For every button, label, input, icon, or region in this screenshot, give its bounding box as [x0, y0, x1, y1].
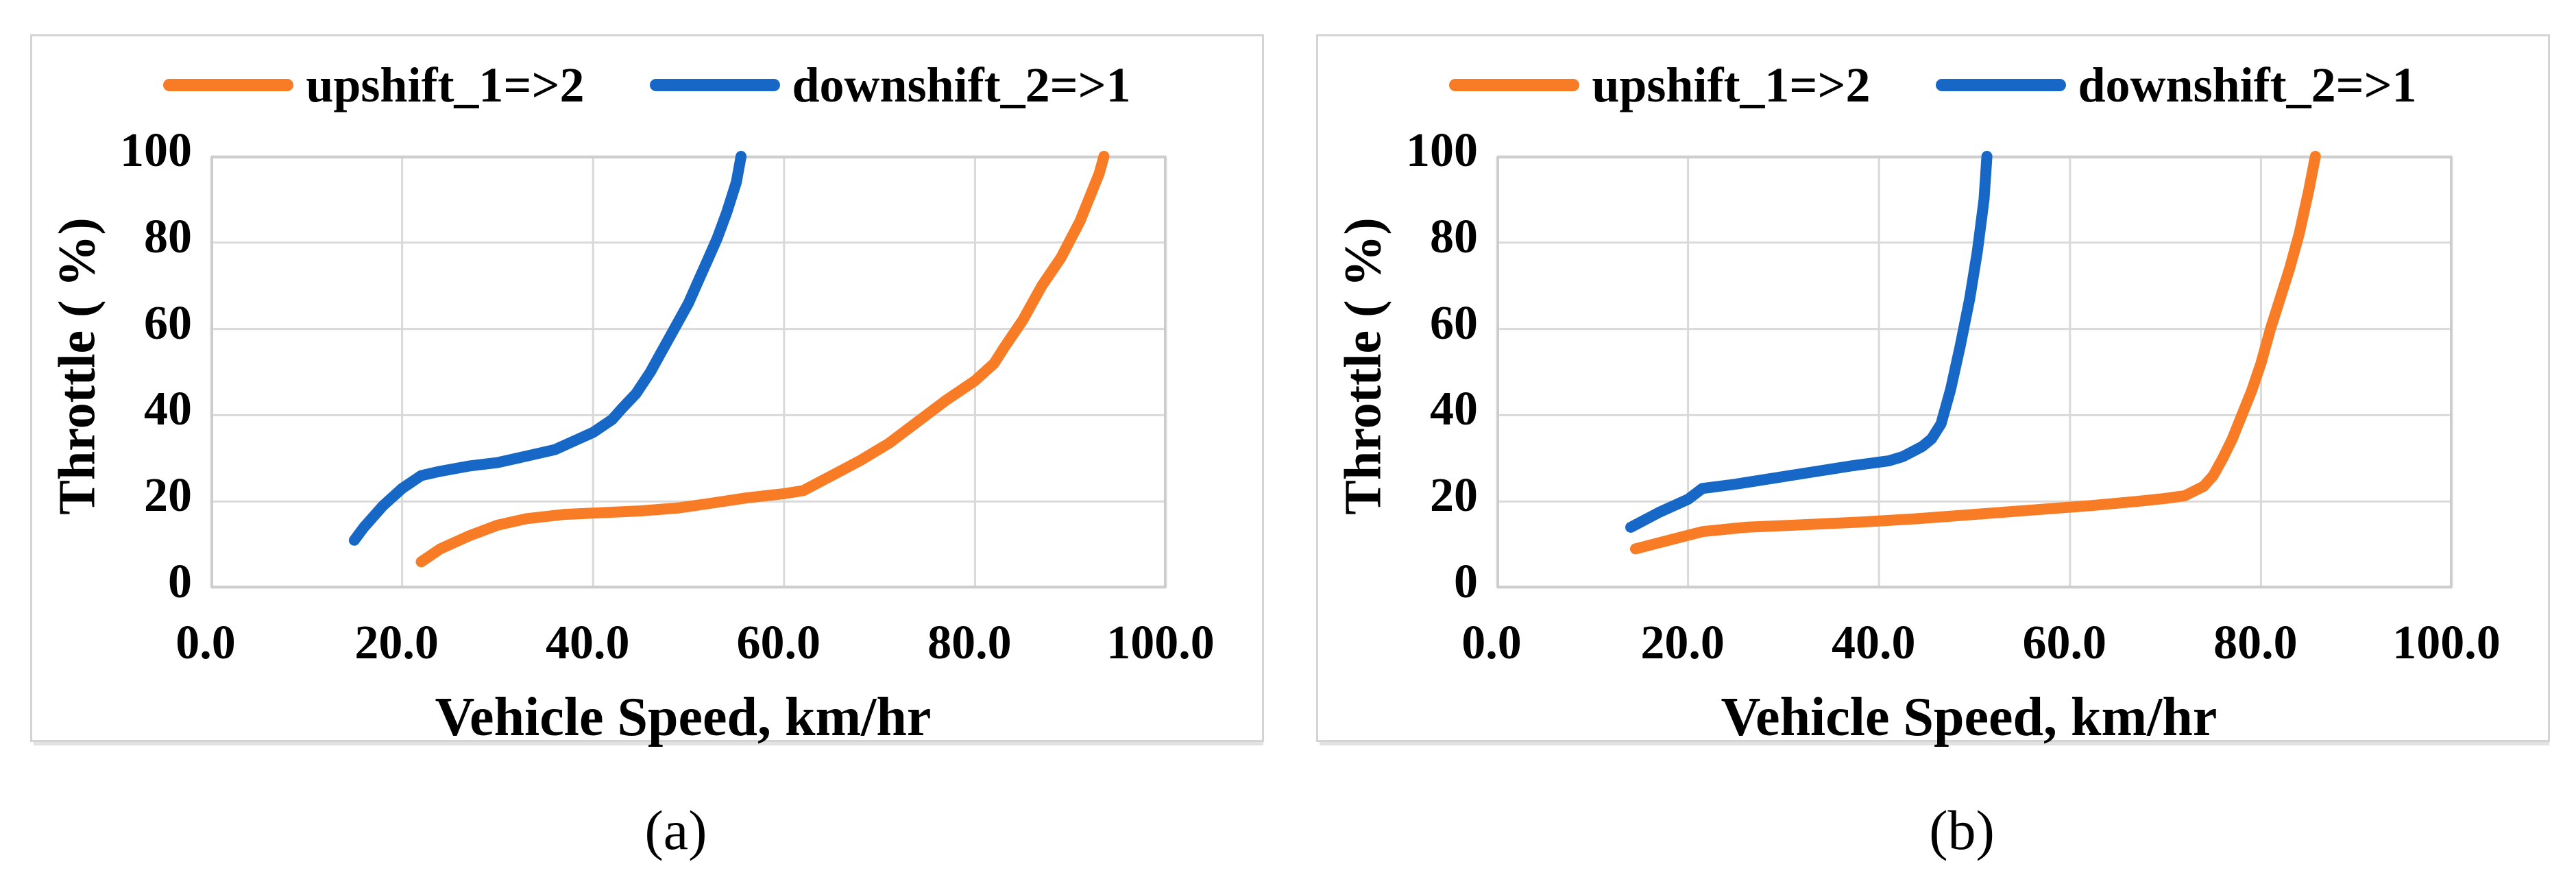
y-tick-label: 60 [1430, 296, 1478, 350]
y-axis-title: Throttle ( %) [1334, 217, 1392, 515]
x-tick-label: 0.0 [1461, 616, 1522, 669]
x-tick-label: 80.0 [2213, 616, 2298, 669]
legend-label: upshift_1=>2 [1592, 58, 1871, 112]
caption-b-text: (b) [1929, 799, 1995, 861]
y-axis-title: Throttle ( %) [48, 217, 106, 515]
legend-item-upshift: upshift_1=>2 [163, 58, 585, 112]
legend-line-swatch [1449, 79, 1580, 91]
x-tick-label: 40.0 [545, 616, 630, 669]
legend-item-downshift: downshift_2=>1 [1935, 58, 2417, 112]
legend-item-upshift: upshift_1=>2 [1449, 58, 1871, 112]
plot-area [210, 151, 1167, 589]
series-line-upshift [415, 151, 1110, 568]
y-tick-label: 60 [144, 296, 192, 350]
y-tick-label: 100 [1406, 124, 1478, 177]
y-tick-label: 100 [120, 124, 192, 177]
panels-row: upshift_1=>2 downshift_2=>1 Throttle ( %) 0… [30, 34, 2550, 747]
x-tick-label: 0.0 [175, 616, 236, 669]
series-line-downshift [1625, 151, 1993, 533]
x-tick-label: 40.0 [1831, 616, 1916, 669]
legend: upshift_1=>2 downshift_2=>1 [1318, 54, 2548, 116]
gridlines [210, 155, 1167, 589]
x-tick-label: 60.0 [736, 616, 821, 669]
legend: upshift_1=>2 downshift_2=>1 [32, 54, 1262, 116]
caption-a: (a) [30, 742, 1264, 859]
legend-label: upshift_1=>2 [306, 58, 585, 112]
y-tick-label: 20 [144, 469, 192, 523]
x-tick-label: 80.0 [927, 616, 1012, 669]
x-tick-label: 20.0 [1640, 616, 1725, 669]
series-line-upshift [1630, 151, 2321, 555]
legend-item-downshift: downshift_2=>1 [649, 58, 1131, 112]
plot-border [211, 156, 1166, 588]
x-tick-label: 100.0 [1106, 616, 1215, 669]
y-tick-label: 0 [1454, 555, 1478, 608]
chart-panel-a: upshift_1=>2 downshift_2=>1 Throttle ( %) 0… [30, 34, 1264, 747]
plot-area [1496, 151, 2453, 589]
legend-line-swatch [163, 79, 294, 91]
y-tick-label: 40 [144, 383, 192, 436]
y-tick-label: 80 [144, 210, 192, 263]
captions-row: (a) (b) [30, 742, 2550, 859]
x-axis-title: Vehicle Speed, km/hr [1721, 687, 2217, 747]
caption-b: (b) [1316, 742, 2550, 859]
x-axis-title: Vehicle Speed, km/hr [435, 687, 932, 747]
legend-line-swatch [649, 79, 780, 91]
legend-label: downshift_2=>1 [2078, 58, 2417, 112]
caption-a-text: (a) [644, 799, 707, 861]
y-tick-label: 20 [1430, 469, 1478, 523]
legend-label: downshift_2=>1 [792, 58, 1131, 112]
y-tick-label: 80 [1430, 210, 1478, 263]
x-tick-label: 60.0 [2022, 616, 2107, 669]
x-tick-label: 20.0 [354, 616, 439, 669]
y-tick-label: 40 [1430, 383, 1478, 436]
legend-line-swatch [1935, 79, 2066, 91]
x-tick-label: 100.0 [2392, 616, 2501, 669]
plot-border [1497, 156, 2452, 588]
series-line-downshift [348, 151, 747, 546]
y-tick-label: 0 [168, 555, 192, 608]
chart-panel-b: upshift_1=>2 downshift_2=>1 Throttle ( %) 0… [1316, 34, 2550, 747]
